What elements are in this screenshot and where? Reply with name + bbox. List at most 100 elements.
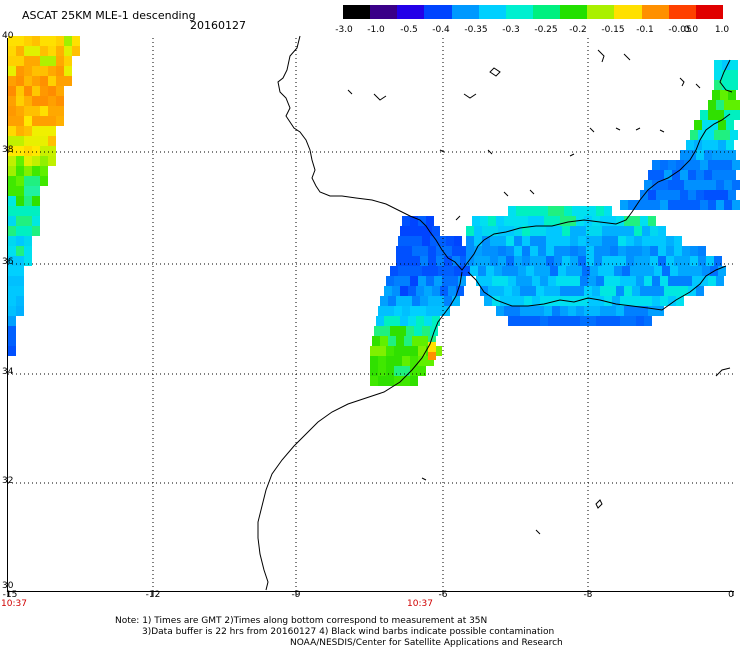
swath-cell xyxy=(16,116,24,126)
swath-cell xyxy=(498,236,506,246)
swath-cell xyxy=(546,226,554,236)
swath-cell xyxy=(684,160,692,170)
swath-cell xyxy=(684,180,692,190)
swath-cell xyxy=(40,126,48,136)
swath-cell xyxy=(64,36,72,46)
swath-cell xyxy=(394,376,402,386)
swath-cell xyxy=(48,86,56,96)
swath-cell xyxy=(8,206,16,216)
scale-label: -0.35 xyxy=(464,25,488,35)
swath-cell xyxy=(658,226,666,236)
swath-cell xyxy=(580,276,588,286)
swath-cell xyxy=(668,200,676,210)
swath-cell xyxy=(514,256,522,266)
swath-cell xyxy=(610,246,618,256)
swath-cell xyxy=(594,256,602,266)
swath-cell xyxy=(8,116,16,126)
swath-cell xyxy=(8,96,16,106)
swath-cell xyxy=(724,100,732,110)
swath-cell xyxy=(402,346,410,356)
swath-cell xyxy=(528,216,536,226)
swath-cell xyxy=(560,286,568,296)
swath-cell xyxy=(556,296,564,306)
swath-cell xyxy=(700,200,708,210)
swath-cell xyxy=(690,246,698,256)
swath-cell xyxy=(482,246,490,256)
swath-cell xyxy=(386,276,394,286)
swath-cell xyxy=(528,286,536,296)
swath-cell xyxy=(718,266,726,276)
swath-cell xyxy=(514,246,522,256)
pass-time-label: 10:37 xyxy=(407,599,433,609)
swath-cell xyxy=(48,36,56,46)
lat-label: 30 xyxy=(2,581,14,591)
swath-cell xyxy=(564,206,572,216)
swath-cell xyxy=(512,286,520,296)
swath-cell xyxy=(390,266,398,276)
swath-cell xyxy=(398,326,406,336)
swath-cell xyxy=(640,306,648,316)
swath-cell xyxy=(704,170,712,180)
swath-cell xyxy=(652,200,660,210)
swath-cell xyxy=(696,150,704,160)
swath-cell xyxy=(24,116,32,126)
swath-cell xyxy=(586,256,594,266)
swath-cell xyxy=(604,206,612,216)
swath-cell xyxy=(394,306,402,316)
swath-cell xyxy=(678,266,686,276)
lat-label: 32 xyxy=(2,476,14,486)
swath-cell xyxy=(606,266,614,276)
swath-cell xyxy=(604,296,612,306)
swath-cell xyxy=(650,236,658,246)
swath-cell xyxy=(24,186,32,196)
swath-cell xyxy=(474,246,482,256)
swath-cell xyxy=(8,336,16,346)
swath-cell xyxy=(590,266,598,276)
swath-cell xyxy=(600,286,608,296)
swath-cell xyxy=(732,200,740,210)
swath-cell xyxy=(700,160,708,170)
swath-cell xyxy=(596,206,604,216)
swath-cell xyxy=(556,316,564,326)
swath-cell xyxy=(628,316,636,326)
swath-cell xyxy=(640,286,648,296)
swath-cell xyxy=(496,306,504,316)
swath-cell xyxy=(24,226,32,236)
lon-label: -15 xyxy=(2,590,18,600)
swath-cell xyxy=(618,256,626,266)
swath-cell xyxy=(412,296,420,306)
swath-cell xyxy=(714,256,722,266)
color-swatch xyxy=(695,5,723,19)
swath-cell xyxy=(708,200,716,210)
swath-cell xyxy=(394,366,402,376)
swath-cell xyxy=(450,276,458,286)
swath-cell xyxy=(718,120,726,130)
swath-cell xyxy=(528,306,536,316)
swath-cell xyxy=(436,256,444,266)
swath-cell xyxy=(672,286,680,296)
swath-cell xyxy=(384,316,392,326)
swath-cell xyxy=(376,316,384,326)
swath-cell xyxy=(664,190,672,200)
footnote-line-3: NOAA/NESDIS/Center for Satellite Applica… xyxy=(290,638,563,648)
swath-cell xyxy=(380,336,388,346)
color-swatch xyxy=(424,5,452,19)
swath-cell xyxy=(8,296,16,306)
swath-cell xyxy=(408,286,416,296)
swath-cell xyxy=(370,346,378,356)
swath-cell xyxy=(8,216,16,226)
swath-cell xyxy=(64,76,72,86)
swath-cell xyxy=(422,236,430,246)
swath-cell xyxy=(644,296,652,306)
swath-cell xyxy=(8,156,16,166)
swath-cell xyxy=(40,56,48,66)
swath-cell xyxy=(660,200,668,210)
swath-cell xyxy=(728,150,736,160)
swath-cell xyxy=(616,216,624,226)
swath-cell xyxy=(728,170,736,180)
swath-cell xyxy=(412,256,420,266)
swath-cell xyxy=(524,316,532,326)
swath-cell xyxy=(512,216,520,226)
scale-label: -0.2 xyxy=(569,25,587,35)
swath-cell xyxy=(32,126,40,136)
